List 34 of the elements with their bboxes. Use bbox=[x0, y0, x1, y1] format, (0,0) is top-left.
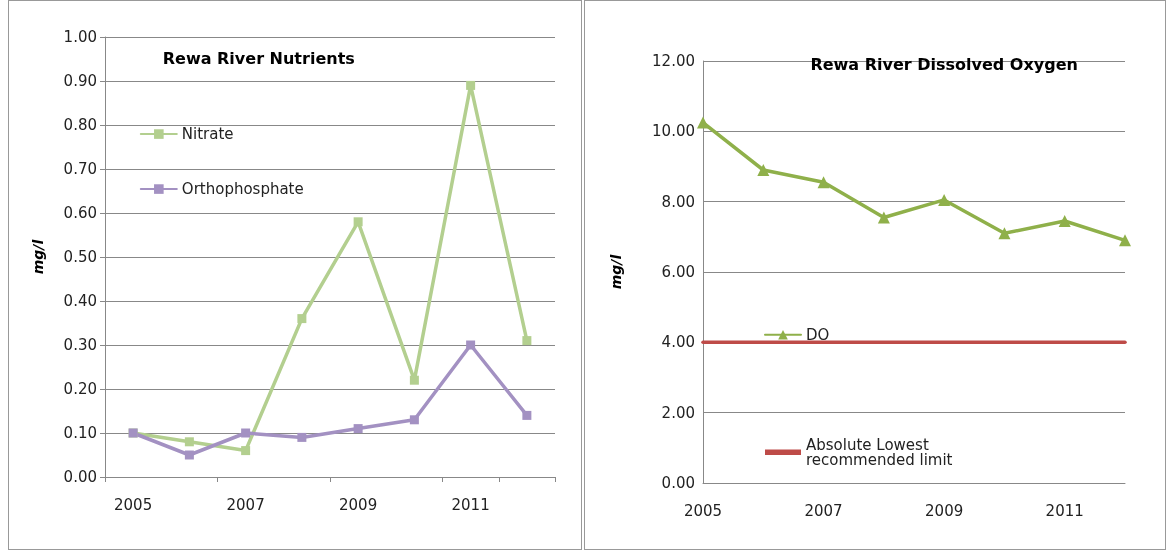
y-tick-label: 0.60 bbox=[63, 204, 97, 222]
y-tick-label: 0.70 bbox=[63, 160, 97, 178]
x-tick-label: 2009 bbox=[339, 495, 378, 514]
y-tick-label: 0.10 bbox=[63, 424, 97, 442]
x-tick-label: 2005 bbox=[683, 501, 723, 520]
legend-label: Absolute Lowest recommended limit bbox=[806, 435, 953, 469]
y-tick-label: 0.50 bbox=[63, 248, 97, 266]
legend-label: DO bbox=[806, 325, 830, 344]
y-tick-label: 0.90 bbox=[63, 72, 97, 90]
x-tick-label: 2009 bbox=[925, 501, 964, 520]
x-tick-label: 2011 bbox=[1045, 501, 1084, 520]
y-tick-label: 0.20 bbox=[63, 380, 97, 398]
y-tick-label: 12.00 bbox=[652, 52, 695, 70]
text: Rewa River Nutrients bbox=[162, 48, 355, 68]
chart-title: Rewa River Dissolved Oxygen bbox=[810, 54, 1078, 74]
y-tick-label: 2.00 bbox=[661, 403, 695, 422]
legend-label: Orthophosphate bbox=[181, 180, 304, 199]
y-tick-label: 6.00 bbox=[661, 263, 695, 281]
y-tick-label: 0.80 bbox=[63, 116, 97, 134]
y-tick-label: 10.00 bbox=[652, 122, 695, 141]
y-tick-label: 4.00 bbox=[661, 333, 695, 352]
x-tick-label: 2011 bbox=[451, 495, 490, 514]
y-tick-label: 8.00 bbox=[661, 192, 695, 211]
y-tick-label: 0.00 bbox=[661, 474, 695, 492]
y-tick-label: 0.00 bbox=[63, 468, 97, 486]
y-tick-label: 0.30 bbox=[63, 336, 97, 354]
x-tick-label: 2005 bbox=[114, 495, 153, 514]
x-tick-label: 2007 bbox=[226, 495, 265, 514]
y-axis-title: mg/l bbox=[608, 254, 624, 290]
y-axis-title: mg/l bbox=[30, 239, 46, 275]
y-tick-label: 0.40 bbox=[63, 292, 97, 310]
legend-label: Nitrate bbox=[181, 125, 234, 144]
y-tick-label: 1.00 bbox=[63, 28, 97, 46]
x-tick-label: 2007 bbox=[804, 501, 843, 520]
